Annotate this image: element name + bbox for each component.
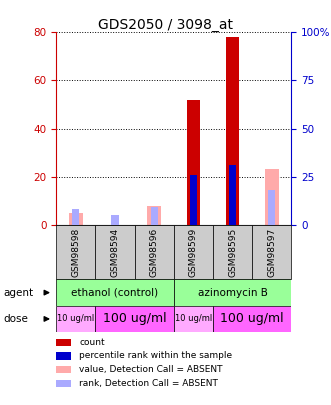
Text: azinomycin B: azinomycin B: [198, 288, 267, 298]
Bar: [265, 169, 279, 225]
FancyBboxPatch shape: [56, 279, 174, 306]
FancyBboxPatch shape: [174, 306, 213, 332]
Text: agent: agent: [3, 288, 33, 298]
Bar: [226, 37, 239, 225]
FancyBboxPatch shape: [95, 306, 174, 332]
Text: GSM98596: GSM98596: [150, 228, 159, 277]
FancyBboxPatch shape: [213, 225, 252, 279]
Bar: [72, 209, 79, 225]
Text: rank, Detection Call = ABSENT: rank, Detection Call = ABSENT: [79, 379, 218, 388]
Text: percentile rank within the sample: percentile rank within the sample: [79, 352, 233, 360]
FancyBboxPatch shape: [56, 225, 95, 279]
Bar: [268, 190, 275, 225]
FancyBboxPatch shape: [95, 225, 135, 279]
Text: count: count: [79, 338, 105, 347]
FancyBboxPatch shape: [135, 225, 174, 279]
FancyBboxPatch shape: [252, 225, 291, 279]
Text: 10 ug/ml: 10 ug/ml: [57, 314, 94, 324]
Bar: [112, 215, 118, 225]
Text: GSM98594: GSM98594: [111, 228, 119, 277]
Text: 100 ug/ml: 100 ug/ml: [103, 312, 166, 326]
Bar: [229, 165, 236, 225]
Text: 10 ug/ml: 10 ug/ml: [175, 314, 212, 324]
Text: GSM98595: GSM98595: [228, 228, 237, 277]
Text: 100 ug/ml: 100 ug/ml: [220, 312, 284, 326]
Text: value, Detection Call = ABSENT: value, Detection Call = ABSENT: [79, 365, 223, 374]
Text: GSM98597: GSM98597: [267, 228, 276, 277]
FancyBboxPatch shape: [213, 306, 291, 332]
FancyBboxPatch shape: [56, 306, 95, 332]
FancyBboxPatch shape: [174, 279, 291, 306]
FancyBboxPatch shape: [174, 225, 213, 279]
Text: ethanol (control): ethanol (control): [71, 288, 159, 298]
Text: GSM98599: GSM98599: [189, 228, 198, 277]
Bar: [186, 100, 200, 225]
Bar: [190, 175, 197, 225]
Text: GSM98598: GSM98598: [71, 228, 80, 277]
Text: GDS2050 / 3098_at: GDS2050 / 3098_at: [98, 18, 233, 32]
Bar: [69, 213, 83, 225]
Bar: [147, 206, 161, 225]
Bar: [151, 207, 158, 225]
Text: dose: dose: [3, 314, 28, 324]
